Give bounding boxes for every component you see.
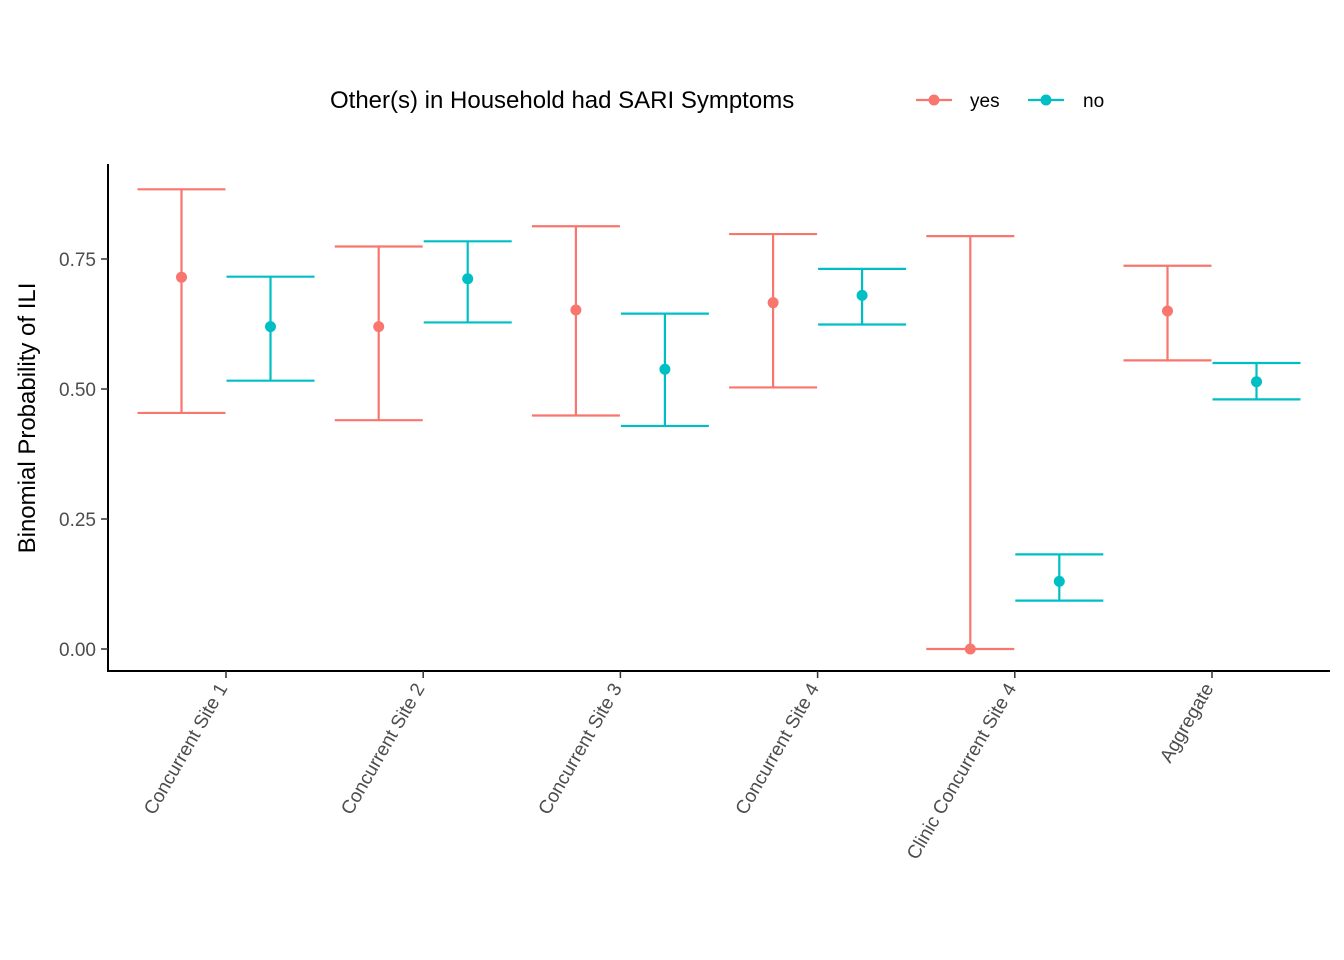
x-tick-label-concurrent-site-3: Concurrent Site 3: [535, 680, 627, 819]
legend-label: yes: [970, 91, 1000, 112]
x-tick-label-concurrent-site-1: Concurrent Site 1: [140, 680, 232, 819]
errorbar-yes-concurrent-site-2: [334, 245, 423, 422]
x-tick-label-concurrent-site-4: Concurrent Site 4: [732, 680, 824, 819]
errorbar-yes-concurrent-site-1: [137, 188, 226, 415]
errorbar-no-aggregate: [1212, 361, 1301, 401]
errorbar-no-concurrent-site-1: [226, 275, 315, 382]
x-tick-label-concurrent-site-2: Concurrent Site 2: [337, 680, 429, 819]
legend-item-yes: yes: [916, 91, 1000, 112]
errorbar-yes-concurrent-site-3: [531, 225, 620, 417]
data-point-no: [265, 321, 276, 333]
y-tick-label: 0.50: [59, 380, 96, 401]
errorbar-no-concurrent-site-2: [423, 240, 512, 324]
errorbar-yes-clinic-concurrent-site-4: [926, 235, 1015, 655]
y-axis-title: Binomial Probability of ILI: [14, 283, 41, 554]
errorbar-yes-concurrent-site-4: [729, 232, 818, 389]
data-point-yes: [570, 304, 582, 316]
x-tick-label-aggregate: Aggregate: [1156, 680, 1218, 766]
errorbar-no-concurrent-site-4: [818, 267, 907, 326]
legend-key-point: [928, 94, 940, 106]
data-point-no: [462, 273, 474, 285]
data-point-no: [659, 363, 671, 375]
data-point-no: [1251, 376, 1262, 388]
legend-title: Other(s) in Household had SARI Symptoms: [330, 87, 794, 114]
y-tick-label: 0.75: [59, 250, 96, 271]
errorbar-yes-aggregate: [1123, 264, 1212, 362]
legend-label: no: [1083, 91, 1104, 112]
y-tick-label: 0.00: [59, 640, 96, 661]
data-point-yes: [964, 643, 976, 655]
data-point-yes: [373, 321, 385, 333]
data-point-no: [856, 289, 868, 301]
data-point-yes: [176, 271, 187, 283]
x-tick-label-clinic-concurrent-site-4: Clinic Concurrent Site 4: [903, 680, 1021, 864]
data-point-no: [1053, 575, 1065, 587]
data-point-yes: [767, 297, 779, 309]
data-point-yes: [1162, 305, 1173, 317]
plot-area: 0.00 0.25 0.50 0.75 Concurrent Site 1 Concur…: [59, 164, 1330, 863]
legend-item-no: no: [1028, 91, 1104, 112]
legend-key-point: [1040, 94, 1052, 106]
legend: Other(s) in Household had SARI Symptoms …: [330, 87, 1104, 114]
y-tick-label: 0.25: [59, 510, 96, 531]
errorbar-no-clinic-concurrent-site-4: [1015, 553, 1104, 602]
errorbar-no-concurrent-site-3: [620, 312, 709, 428]
